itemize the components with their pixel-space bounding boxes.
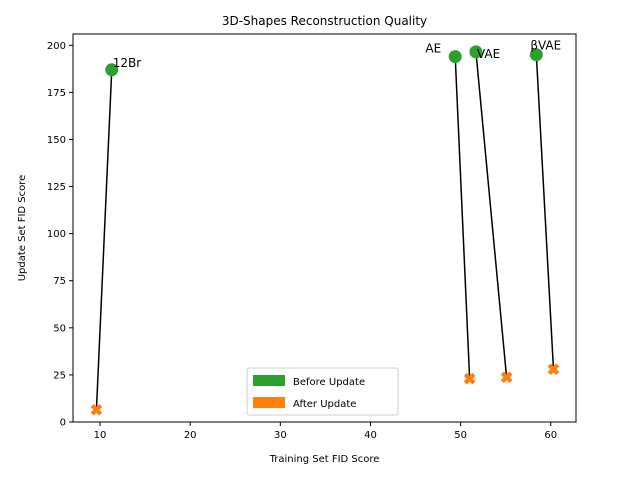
legend-swatch (253, 375, 285, 386)
x-tick-label: 30 (274, 430, 287, 441)
chart-title: 3D-Shapes Reconstruction Quality (222, 14, 427, 28)
y-tick-label: 25 (53, 370, 66, 381)
before-update-point (469, 45, 483, 59)
y-tick-label: 175 (47, 88, 66, 99)
model-label: βVAE (530, 39, 561, 53)
y-tick-label: 200 (47, 41, 66, 52)
before-update-point (529, 48, 543, 62)
x-tick-label: 10 (94, 430, 107, 441)
x-axis-title: Training Set FID Score (269, 454, 380, 465)
connector-line (535, 54, 555, 370)
y-tick-label: 150 (47, 135, 66, 146)
legend: Before Update After Update (246, 367, 399, 416)
y-tick-label: 125 (47, 182, 66, 193)
model-label: 12Br (113, 56, 142, 70)
y-tick-label: 75 (53, 276, 66, 287)
x-tick-label: 40 (364, 430, 377, 441)
legend-label: After Update (293, 399, 356, 410)
after-update-point (90, 404, 103, 416)
after-update-point (464, 373, 476, 385)
x-tick-label: 60 (544, 430, 557, 441)
connector-line (475, 51, 508, 378)
x-tick-label: 20 (184, 430, 197, 441)
after-update-point (547, 363, 560, 375)
connector-line (454, 56, 471, 379)
plot-frame (72, 33, 577, 423)
legend-swatch (253, 397, 285, 408)
before-update-point (448, 50, 462, 64)
x-tick-label: 50 (454, 430, 467, 441)
y-tick-label: 50 (53, 323, 66, 334)
legend-label: Before Update (293, 377, 365, 388)
connector-line (95, 69, 113, 410)
before-update-point (105, 63, 119, 77)
after-update-point (500, 371, 513, 383)
y-axis-title: Update Set FID Score (17, 175, 28, 282)
y-tick-label: 100 (47, 229, 66, 240)
y-tick-label: 0 (60, 418, 66, 429)
plot-marks: 12Br AE VAE βVAE (90, 39, 561, 416)
model-label: VAE (477, 47, 500, 61)
model-label: AE (425, 42, 441, 56)
axes: 10 20 30 40 50 60 0 25 50 75 100 125 150 175 200 (47, 33, 577, 441)
